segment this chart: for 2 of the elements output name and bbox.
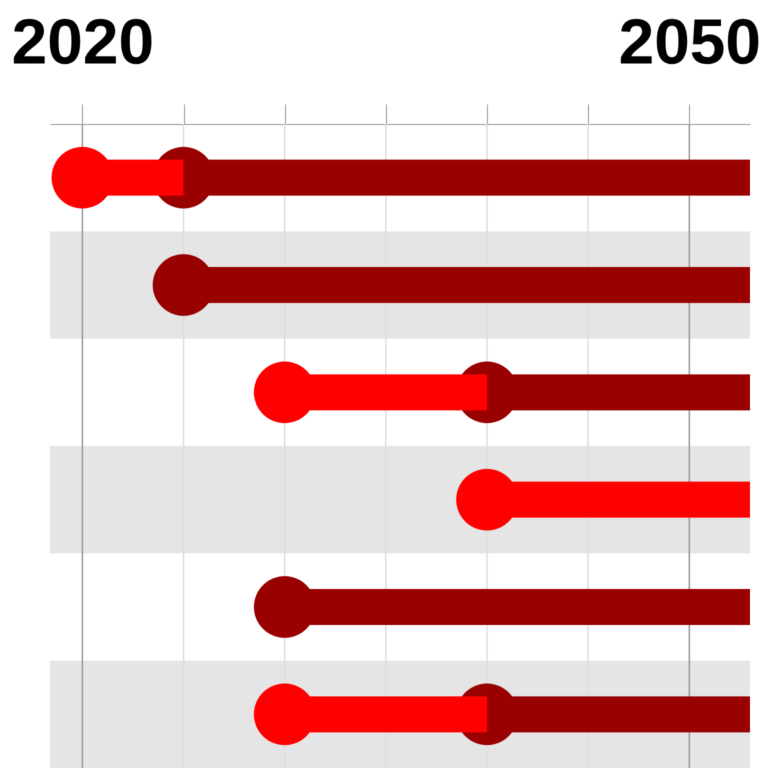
x-tick-label: 2020	[12, 6, 154, 78]
x-tick-label: 2050	[618, 6, 761, 78]
